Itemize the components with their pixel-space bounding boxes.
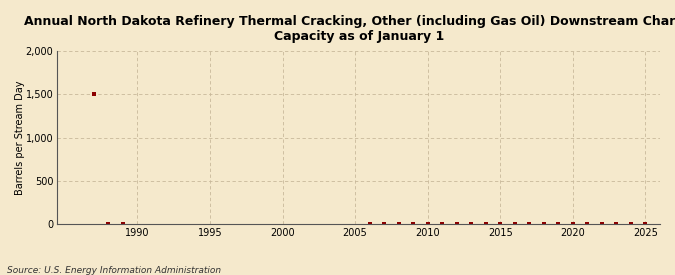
Text: Source: U.S. Energy Information Administration: Source: U.S. Energy Information Administ… <box>7 266 221 275</box>
Y-axis label: Barrels per Stream Day: Barrels per Stream Day <box>15 80 25 195</box>
Title: Annual North Dakota Refinery Thermal Cracking, Other (including Gas Oil) Downstr: Annual North Dakota Refinery Thermal Cra… <box>24 15 675 43</box>
